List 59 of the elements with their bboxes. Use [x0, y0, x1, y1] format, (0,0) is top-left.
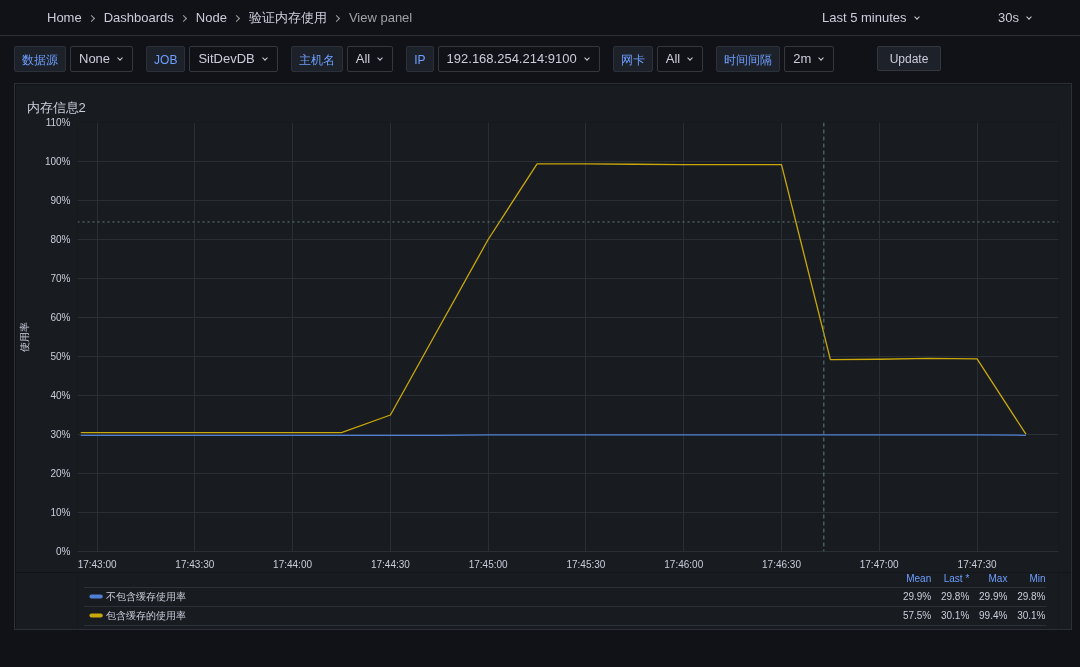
text: Home — [47, 8, 82, 27]
x-tick-label: 17:46:30 — [762, 558, 802, 570]
y-axis-title: 使用率 — [18, 322, 30, 352]
text: Min — [1029, 573, 1046, 584]
text: 主机名 — [290, 46, 343, 72]
text: View panel — [348, 8, 413, 27]
text: None — [70, 46, 134, 72]
x-tick-label: 17:44:00 — [273, 558, 313, 570]
text: 29.9% — [979, 591, 1008, 602]
text: 30.1% — [940, 610, 970, 621]
x-tick-label: 17:45:30 — [566, 558, 606, 570]
y-tick-label: 110% — [45, 117, 71, 128]
text: Dashboards — [103, 8, 174, 27]
legend-label: 包含缓存的使用率 — [106, 610, 187, 621]
x-tick-label: 17:45:00 — [468, 558, 509, 570]
y-tick-label: 70% — [50, 273, 71, 284]
text: 30s — [998, 8, 1020, 27]
text: 192.168.254.214:9100 — [437, 46, 600, 72]
y-tick-label: 10% — [50, 507, 71, 518]
x-tick-label: 17:43:00 — [77, 558, 117, 570]
text: 验证内存使用 — [248, 8, 327, 27]
text: Last * — [943, 573, 970, 584]
text: IP — [406, 46, 434, 72]
line-series — [80, 163, 1027, 435]
text: Mean — [906, 573, 932, 584]
text: Last 5 minutes — [822, 8, 908, 27]
x-tick-label: 17:47:00 — [859, 558, 900, 570]
text: Node — [195, 8, 227, 27]
text: 网卡 — [612, 46, 653, 72]
y-tick-label: 100% — [44, 156, 71, 167]
text: 57.5% — [902, 610, 932, 621]
y-tick-label: 20% — [50, 468, 71, 479]
text: JOB — [146, 46, 186, 72]
text: SitDevDB — [189, 46, 278, 72]
text: Max — [988, 573, 1008, 584]
y-tick-label: 60% — [50, 312, 71, 323]
text: 29.8% — [1017, 591, 1046, 602]
chart-title: 内存信息2 — [26, 99, 86, 115]
y-tick-label: 0% — [56, 546, 71, 557]
text: 时间间隔 — [716, 46, 781, 72]
y-tick-label: 90% — [50, 195, 71, 206]
x-tick-label: 17:47:30 — [957, 558, 997, 570]
text: 数据源 — [14, 46, 66, 72]
y-tick-label: 30% — [50, 429, 71, 440]
text: 99.4% — [979, 610, 1008, 621]
text: 29.8% — [940, 591, 970, 602]
y-tick-label: 40% — [50, 390, 71, 401]
x-tick-label: 17:46:00 — [664, 558, 704, 570]
x-tick-label: 17:43:30 — [175, 558, 215, 570]
text: All — [346, 46, 394, 72]
text: All — [656, 46, 704, 72]
text: 2m — [784, 46, 835, 72]
text: Update — [877, 46, 941, 71]
y-tick-label: 50% — [50, 351, 71, 362]
legend-label: 不包含缓存使用率 — [106, 591, 187, 602]
x-tick-label: 17:44:30 — [370, 558, 411, 570]
text: 29.9% — [902, 591, 932, 602]
text: 30.1% — [1017, 610, 1046, 621]
y-tick-label: 80% — [50, 234, 71, 245]
